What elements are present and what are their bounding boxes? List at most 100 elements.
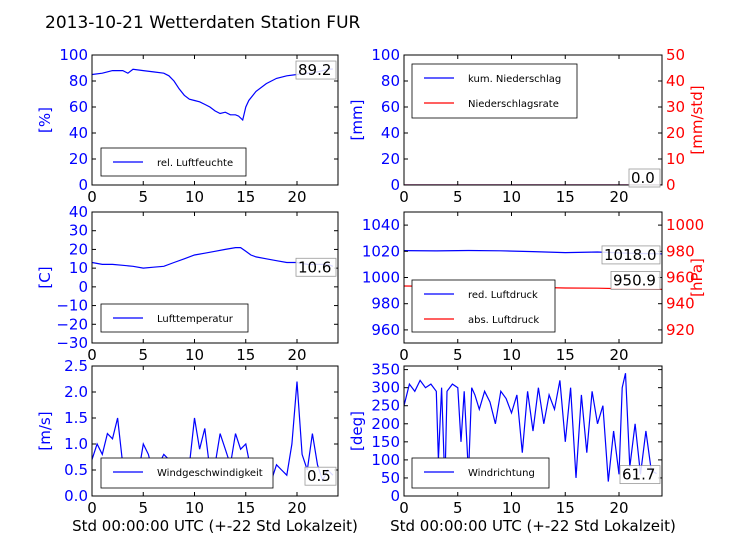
x-tick-label: 0 bbox=[399, 499, 409, 517]
y-tick-label: 20 bbox=[69, 240, 88, 258]
last-value-label: 0.5 bbox=[307, 467, 331, 485]
last-value-label: 61.7 bbox=[622, 466, 655, 484]
y2-tick-label: 980 bbox=[666, 242, 695, 260]
x-tick-label: 15 bbox=[556, 188, 575, 206]
x-tick-label: 20 bbox=[287, 188, 306, 206]
last-value-label: 0.0 bbox=[631, 169, 655, 187]
y-tick-label: 0.0 bbox=[64, 487, 88, 505]
x-tick-label: 0 bbox=[399, 346, 409, 364]
last-value-label: 89.2 bbox=[298, 61, 331, 79]
legend: Lufttemperatur bbox=[100, 303, 249, 333]
y2-tick-label: 1000 bbox=[666, 216, 704, 234]
x-tick-label: 15 bbox=[556, 499, 575, 517]
x-tick-label: 20 bbox=[609, 346, 628, 364]
legend-label: Windgeschwindigkeit bbox=[157, 468, 263, 479]
last-value-label-box bbox=[619, 465, 661, 485]
y-tick-label: 60 bbox=[381, 98, 400, 116]
last-value-label-box bbox=[295, 257, 337, 277]
y-tick-label: 100 bbox=[59, 46, 88, 64]
y-tick-label: −20 bbox=[56, 315, 88, 333]
x-tick-label: 15 bbox=[236, 499, 255, 517]
last-value-label-left: 1018.0 bbox=[604, 246, 657, 264]
y2-tick-label: 40 bbox=[666, 72, 685, 90]
y-tick-label: 150 bbox=[371, 433, 400, 451]
legend-box bbox=[411, 279, 556, 333]
y2-tick-label: 30 bbox=[666, 98, 685, 116]
panel-pressure: 0 5 10 15 20 960 980 1000 1020 1040 920 940 960 980 10… bbox=[362, 211, 706, 364]
y-tick-label: 20 bbox=[381, 150, 400, 168]
last-value-label-box bbox=[304, 466, 337, 486]
legend: Windrichtung bbox=[411, 457, 550, 489]
y-tick-label: 1.5 bbox=[64, 409, 88, 427]
y-tick-label: 980 bbox=[371, 295, 400, 313]
legend: red. Luftdruck abs. Luftdruck bbox=[411, 279, 556, 333]
y2-tick-label: 920 bbox=[666, 321, 695, 339]
legend-label: red. Luftdruck bbox=[468, 290, 538, 301]
y-tick-label: 100 bbox=[371, 451, 400, 469]
y-tick-label: 40 bbox=[381, 124, 400, 142]
legend-box bbox=[411, 63, 578, 119]
y-tick-label: 0 bbox=[78, 278, 88, 296]
legend-box bbox=[411, 457, 550, 489]
x-tick-label: 15 bbox=[556, 346, 575, 364]
x-tick-label: 10 bbox=[502, 188, 521, 206]
x-tick-label: 20 bbox=[609, 499, 628, 517]
y-tick-label: 2.5 bbox=[64, 357, 88, 375]
y-tick-label: 40 bbox=[69, 203, 88, 221]
x-axis-label: Std 00:00:00 UTC (+-22 Std Lokalzeit) bbox=[72, 517, 358, 535]
y-tick-label: −30 bbox=[56, 334, 88, 352]
y2-tick-label: 940 bbox=[666, 295, 695, 313]
legend-box bbox=[100, 457, 274, 489]
legend-label: Windrichtung bbox=[468, 468, 535, 479]
y2-axis-label: [mm/std] bbox=[688, 85, 706, 154]
x-tick-label: 5 bbox=[138, 346, 148, 364]
x-tick-label: 5 bbox=[453, 188, 463, 206]
y2-axis-label: [hPa] bbox=[688, 258, 706, 297]
y-tick-label: 60 bbox=[69, 98, 88, 116]
plot-frame bbox=[91, 211, 339, 344]
legend-label: Lufttemperatur bbox=[157, 314, 234, 325]
x-tick-label: 10 bbox=[185, 346, 204, 364]
y-tick-label: 0 bbox=[78, 176, 88, 194]
y-tick-label: 30 bbox=[69, 222, 88, 240]
y-tick-label: 0 bbox=[390, 487, 400, 505]
x-tick-label: 20 bbox=[287, 346, 306, 364]
y-tick-label: 1000 bbox=[362, 269, 400, 287]
series-line-temperature-0 bbox=[92, 247, 334, 269]
y-tick-label: 0.5 bbox=[64, 461, 88, 479]
last-value-label: 10.6 bbox=[298, 258, 331, 276]
y-tick-label: 200 bbox=[371, 415, 400, 433]
y2-tick-label: 0 bbox=[666, 176, 676, 194]
plot-frame bbox=[403, 365, 663, 497]
x-tick-label: 5 bbox=[138, 499, 148, 517]
y-tick-label: 80 bbox=[69, 72, 88, 90]
legend: Windgeschwindigkeit bbox=[100, 457, 274, 489]
x-tick-label: 5 bbox=[453, 499, 463, 517]
x-tick-label: 5 bbox=[453, 346, 463, 364]
legend: kum. Niederschlag Niederschlagsrate bbox=[411, 63, 578, 119]
x-tick-label: 0 bbox=[87, 188, 97, 206]
y-tick-label: 1020 bbox=[362, 242, 400, 260]
y2-tick-label: 10 bbox=[666, 150, 685, 168]
y-tick-label: 100 bbox=[371, 46, 400, 64]
y-tick-label: 350 bbox=[371, 361, 400, 379]
y-tick-label: 2.0 bbox=[64, 383, 88, 401]
last-value-label-box bbox=[628, 168, 661, 188]
x-tick-label: 10 bbox=[502, 346, 521, 364]
x-axis-label: Std 00:00:00 UTC (+-22 Std Lokalzeit) bbox=[390, 517, 676, 535]
y-axis-label: [mm] bbox=[348, 100, 366, 141]
y-tick-label: 20 bbox=[69, 150, 88, 168]
panel-humidity: 0 5 10 15 20 0 20 40 60 80 100 [%] rel. Luftfeuchte 8… bbox=[36, 46, 339, 206]
y-axis-label: [%] bbox=[36, 107, 54, 133]
panel-temperature: 0 5 10 15 20−30−20−10010203040[C]Lufttempera… bbox=[36, 203, 339, 364]
x-tick-label: 10 bbox=[185, 188, 204, 206]
last-value-label-right: 950.9 bbox=[613, 271, 656, 289]
y2-tick-label: 50 bbox=[666, 46, 685, 64]
x-tick-label: 15 bbox=[236, 188, 255, 206]
panel-wind_speed: 0 5 10 15 20 0.0 0.5 1.0 1.5 2.0 2.5 [m/s] Std 00:00… bbox=[36, 357, 358, 535]
y-tick-label: 1040 bbox=[362, 216, 400, 234]
y-tick-label: 10 bbox=[69, 259, 88, 277]
x-tick-label: 0 bbox=[87, 499, 97, 517]
y-axis-label: [deg] bbox=[348, 411, 366, 451]
